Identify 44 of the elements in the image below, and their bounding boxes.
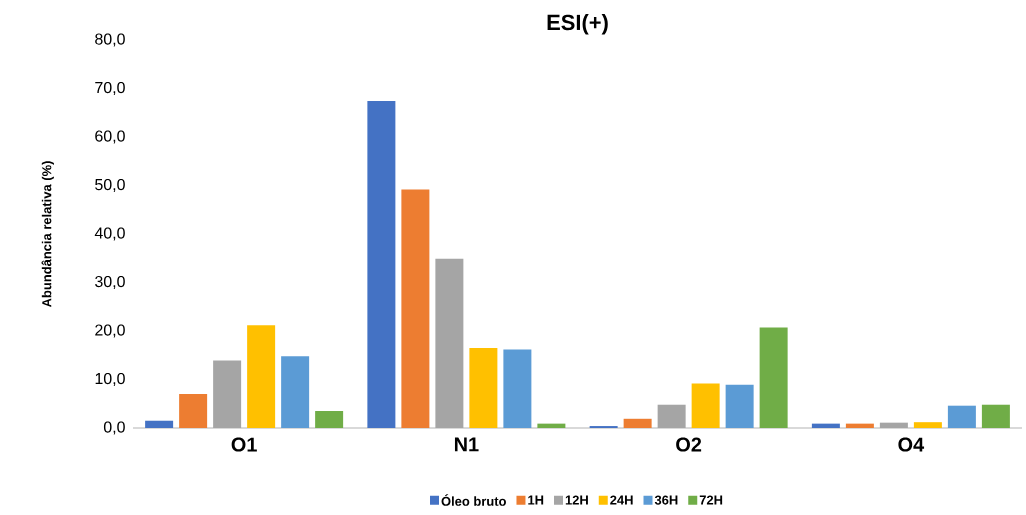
x-tick-label: O2 [676,437,702,452]
bar [879,422,908,428]
y-tick-label: 50,0 [95,178,125,193]
x-tick-label: O4 [898,437,925,452]
bar [469,347,498,428]
legend-label: 12H [565,495,588,505]
legend-label: 36H [654,495,678,505]
bar [981,404,1010,428]
y-tick-label: 40,0 [94,227,125,241]
legend-label: 72H [699,495,723,505]
bar [657,404,686,428]
bar [913,422,942,428]
bar [537,423,566,428]
bar [315,411,344,428]
bar [367,101,396,428]
bar [247,325,276,428]
y-tick-label: 80,0 [95,33,125,47]
bar [623,418,652,428]
y-axis-title: Abundância relativa (%) [41,161,54,308]
legend-label: 24H [610,495,633,505]
y-tick-label: 10,0 [95,372,125,387]
y-tick-label: 30,0 [95,275,125,290]
x-tick-label: O1 [231,437,257,452]
bar [435,258,464,428]
bar [213,360,242,428]
chart-title: ESI(+) [547,14,608,35]
bar [503,349,532,428]
bar [691,383,720,428]
bar [725,384,754,428]
y-tick-label: 0,0 [103,421,125,435]
bar [281,356,310,428]
bar [145,420,174,428]
bar [179,394,208,428]
bar [759,327,788,428]
y-tick-label: 20,0 [95,324,125,338]
y-tick-label: 60,0 [95,130,125,144]
legend-label: 1H [528,495,544,505]
y-tick-label: 70,0 [95,81,125,96]
bar [401,189,430,428]
bar [811,423,840,428]
legend-label: Óleo bruto [441,494,506,506]
bar [845,423,874,428]
bar [947,405,976,428]
x-tick-label: N1 [454,437,479,452]
